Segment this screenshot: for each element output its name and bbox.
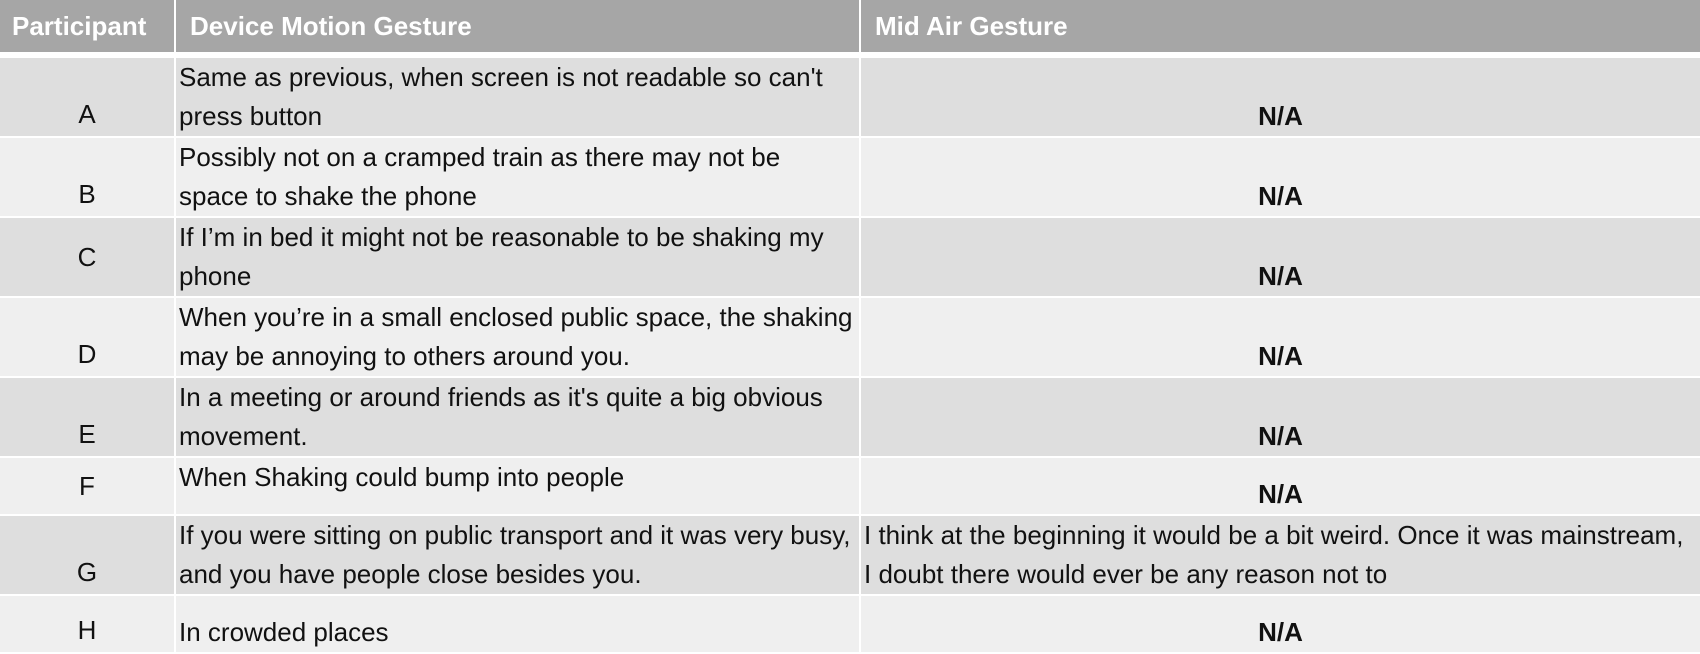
participant-cell: A bbox=[0, 55, 176, 138]
device-motion-cell: Same as previous, when screen is not rea… bbox=[175, 55, 861, 138]
header-participant: Participant bbox=[0, 0, 176, 58]
device-motion-cell: Possibly not on a cramped train as there… bbox=[175, 137, 861, 218]
header-mid-air-gesture: Mid Air Gesture bbox=[860, 0, 1700, 58]
device-motion-cell: When you’re in a small enclosed public s… bbox=[175, 297, 861, 378]
table-row: B Possibly not on a cramped train as the… bbox=[0, 137, 1700, 218]
table-row: H In crowded places N/A bbox=[0, 595, 1700, 654]
mid-air-cell: N/A bbox=[860, 217, 1700, 298]
participant-cell: C bbox=[0, 217, 176, 298]
device-motion-cell: In a meeting or around friends as it's q… bbox=[175, 377, 861, 458]
mid-air-cell: N/A bbox=[860, 137, 1700, 218]
table-row: D When you’re in a small enclosed public… bbox=[0, 297, 1700, 378]
participant-cell: D bbox=[0, 297, 176, 378]
participant-cell: H bbox=[0, 595, 176, 654]
mid-air-cell: N/A bbox=[860, 55, 1700, 138]
device-motion-cell: If I’m in bed it might not be reasonable… bbox=[175, 217, 861, 298]
mid-air-cell: N/A bbox=[860, 297, 1700, 378]
device-motion-cell: If you were sitting on public transport … bbox=[175, 515, 861, 596]
table-row: A Same as previous, when screen is not r… bbox=[0, 55, 1700, 138]
table-row: E In a meeting or around friends as it's… bbox=[0, 377, 1700, 458]
mid-air-cell: N/A bbox=[860, 377, 1700, 458]
participant-cell: F bbox=[0, 457, 176, 516]
table-row: F When Shaking could bump into people N/… bbox=[0, 457, 1700, 516]
participant-cell: E bbox=[0, 377, 176, 458]
header-row: Participant Device Motion Gesture Mid Ai… bbox=[0, 0, 1700, 58]
header-device-motion-gesture: Device Motion Gesture bbox=[175, 0, 861, 58]
table-row: G If you were sitting on public transpor… bbox=[0, 515, 1700, 596]
participant-cell: B bbox=[0, 137, 176, 218]
participant-cell: G bbox=[0, 515, 176, 596]
mid-air-cell: N/A bbox=[860, 457, 1700, 516]
mid-air-cell: I think at the beginning it would be a b… bbox=[860, 515, 1700, 596]
device-motion-cell: In crowded places bbox=[175, 595, 861, 654]
mid-air-cell: N/A bbox=[860, 595, 1700, 654]
table-row: C If I’m in bed it might not be reasonab… bbox=[0, 217, 1700, 298]
device-motion-cell: When Shaking could bump into people bbox=[175, 457, 861, 516]
